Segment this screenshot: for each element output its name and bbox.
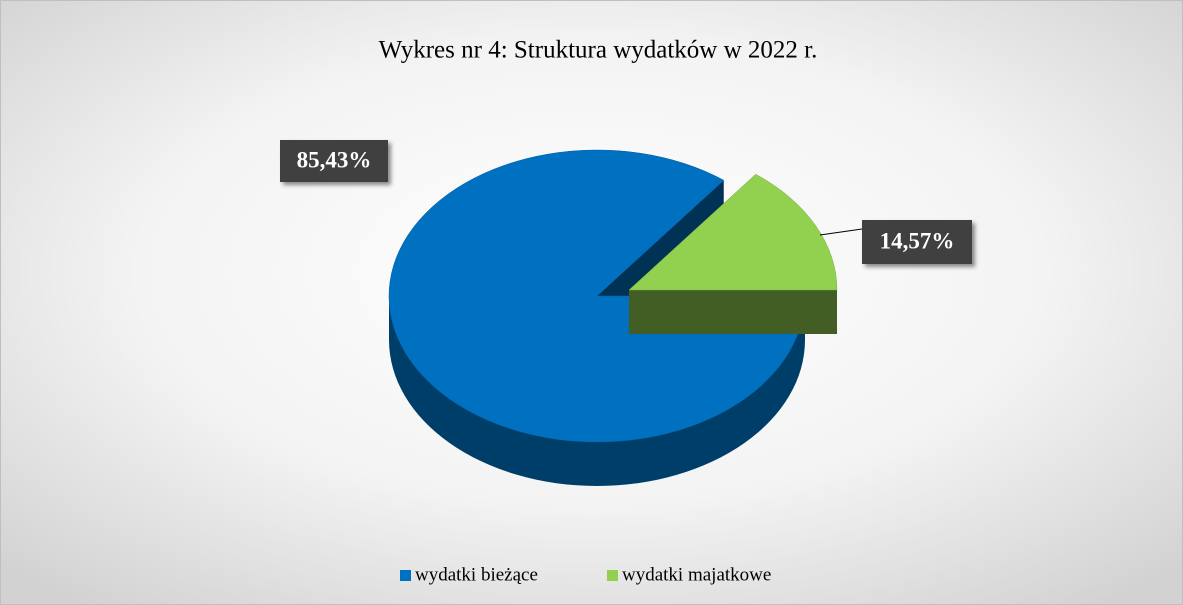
data-label-box [280,140,388,182]
data-label: 85,43% [297,147,372,172]
slice-side [389,296,805,486]
slice [388,149,806,443]
slice [628,173,838,291]
legend-swatch [607,570,618,581]
legend-label: wydatki majatkowe [622,564,771,585]
legend-swatch [400,570,411,581]
legend-label: wydatki bieżące [415,564,538,585]
slice-side [629,290,837,334]
data-label-box [862,220,972,264]
chart-title: Wykres nr 4: Struktura wydatków w 2022 r… [379,37,818,64]
data-label: 14,57% [880,228,955,253]
slice [628,173,838,334]
leader-line [819,228,863,236]
